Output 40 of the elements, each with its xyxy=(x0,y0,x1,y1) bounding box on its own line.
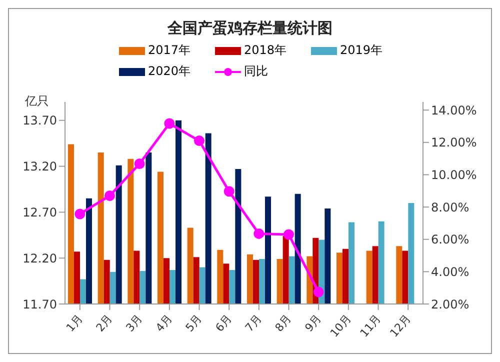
legend-label: 同比 xyxy=(244,63,268,80)
legend-label: 2017年 xyxy=(148,42,191,59)
y-tick-label: 13.70 xyxy=(22,114,57,128)
x-tick-label: 10月 xyxy=(328,312,354,340)
point xyxy=(224,186,234,197)
x-tick-label: 8月 xyxy=(272,312,294,334)
y2-tick-label: 8.00% xyxy=(431,200,470,214)
y2-tick-label: 2.00% xyxy=(431,297,470,312)
y2-tick-label: 6.00% xyxy=(431,232,470,247)
chart-title: 全国产蛋鸡存栏量统计图 xyxy=(166,19,334,38)
x-tick-label: 3月 xyxy=(123,312,145,334)
x-tick-label: 7月 xyxy=(242,312,264,334)
x-tick-label: 4月 xyxy=(153,312,175,334)
y2-tick-label: 4.00% xyxy=(431,264,470,279)
x-tick-label: 9月 xyxy=(302,312,324,334)
legend-label: 2020年 xyxy=(148,63,191,80)
y2-tick-label: 12.00% xyxy=(431,136,477,150)
point xyxy=(254,228,264,239)
y-axis-title: 亿只 xyxy=(25,93,49,110)
x-tick-label: 11月 xyxy=(358,312,384,340)
legend-label: 2018年 xyxy=(244,42,287,59)
x-tick-label: 6月 xyxy=(212,312,234,334)
point xyxy=(74,208,86,220)
y2-tick-label: 14.00% xyxy=(431,103,477,118)
y-tick-label: 11.70 xyxy=(22,297,57,312)
y-tick-label: 13.20 xyxy=(22,160,57,174)
x-tick-label: 2月 xyxy=(94,312,116,334)
point xyxy=(134,158,145,169)
point xyxy=(194,136,204,146)
y-tick-label: 12.70 xyxy=(22,205,57,220)
point xyxy=(284,229,294,240)
legend-label: 2019年 xyxy=(340,42,383,59)
y-tick-label: 12.20 xyxy=(22,251,57,266)
x-tick-label: 5月 xyxy=(183,312,205,334)
x-tick-label: 12月 xyxy=(387,312,414,340)
point xyxy=(104,190,115,201)
point xyxy=(164,118,175,129)
y2-tick-label: 10.00% xyxy=(431,168,477,182)
x-tick-label: 1月 xyxy=(64,312,86,334)
point xyxy=(313,286,324,298)
